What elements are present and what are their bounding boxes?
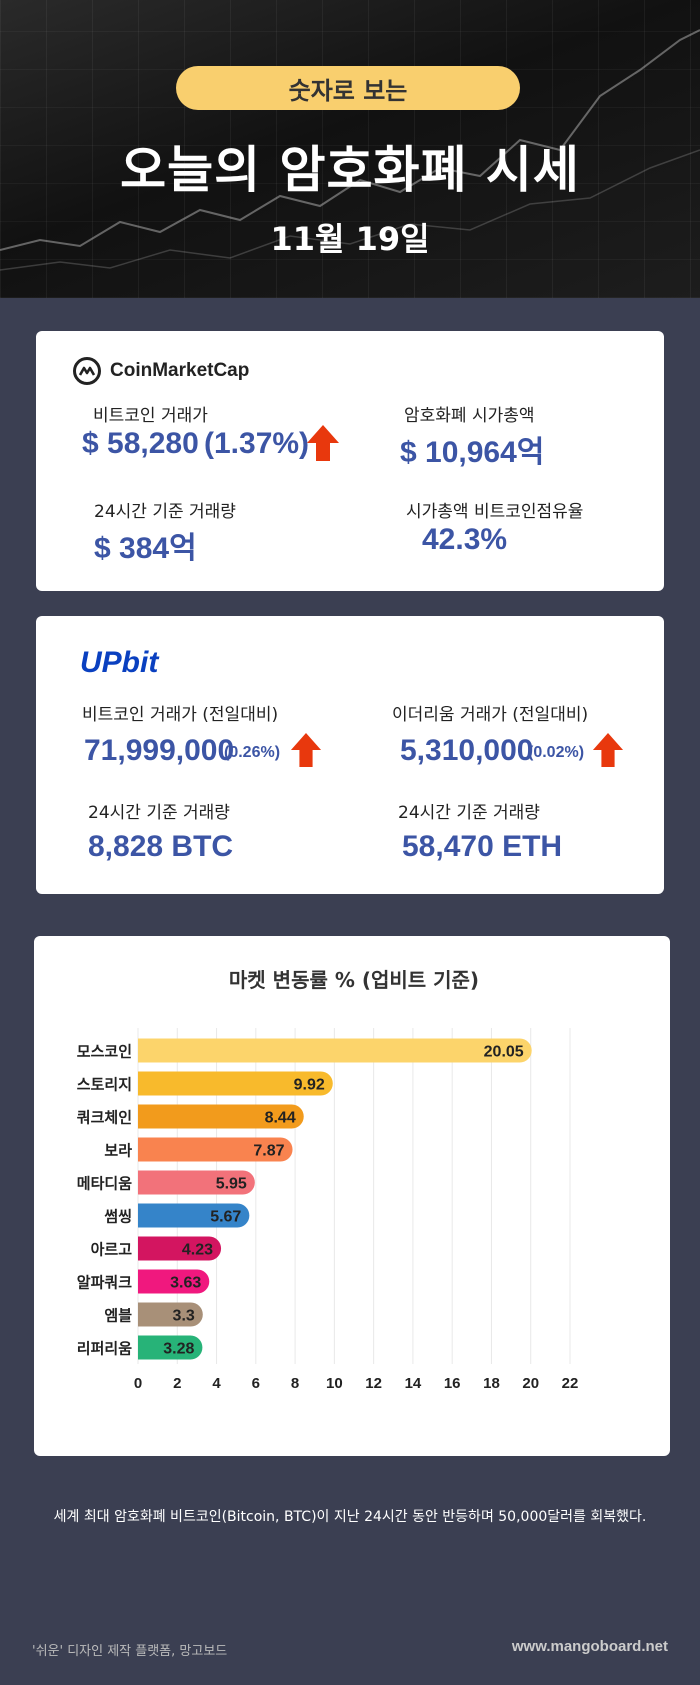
bar-0: [138, 1038, 532, 1063]
upbit-btc-price: 71,999,000: [84, 734, 235, 767]
category-label: 아르고: [91, 1241, 133, 1259]
value-label: 5.67: [210, 1209, 241, 1226]
x-tick-label: 2: [173, 1375, 181, 1392]
upbit-eth-volume-label: 24시간 기준 거래량: [398, 803, 540, 823]
bar-base-8: [138, 1302, 162, 1327]
category-label: 썸씽: [104, 1208, 132, 1226]
bar-3: [138, 1137, 293, 1162]
dominance-label: 시가총액 비트코인점유율: [406, 502, 584, 522]
value-label: 5.95: [216, 1176, 247, 1193]
x-tick-label: 8: [291, 1375, 299, 1392]
x-tick-label: 10: [326, 1375, 343, 1392]
bar-chart: 0 2 4 6 8 10 12 14 16 18 20 22 모스코인 20.05 스토리지 9.92 쿼크체인…: [77, 1028, 579, 1392]
volume-value: $ 384억: [94, 532, 197, 565]
mcap-value: $ 10,964억: [400, 436, 545, 469]
x-tick-label: 22: [562, 1375, 579, 1392]
upbit-btc-volume-value: 8,828 BTC: [88, 830, 234, 863]
category-label: 리퍼리움: [77, 1340, 132, 1358]
bar-base-6: [138, 1236, 162, 1261]
upbit-btc-volume-label: 24시간 기준 거래량: [88, 803, 230, 823]
value-label: 9.92: [294, 1077, 325, 1094]
category-label: 보라: [104, 1142, 132, 1160]
category-label: 모스코인: [77, 1043, 132, 1061]
dominance-value: 42.3%: [422, 523, 508, 556]
coinmarketcap-logo-text: CoinMarketCap: [110, 360, 250, 381]
value-label: 20.05: [484, 1044, 524, 1061]
upbit-btc-change: (0.26%): [224, 744, 281, 761]
bar-base-0: [138, 1038, 162, 1063]
bar-base-7: [138, 1269, 162, 1294]
arrow-up-icon: [592, 733, 624, 767]
bar-base-2: [138, 1104, 162, 1129]
x-tick-label: 12: [365, 1375, 382, 1392]
category-label: 메타디움: [77, 1175, 132, 1193]
btc-change-value: (1.37%): [204, 427, 310, 460]
arrow-up-icon: [307, 425, 339, 461]
bar-base-4: [138, 1170, 162, 1195]
mcap-label: 암호화폐 시가총액: [404, 406, 535, 426]
bar-5: [138, 1203, 250, 1228]
coinmarketcap-card: CoinMarketCap 비트코인 거래가 $ 58,280 (1.37%) …: [36, 331, 664, 591]
header-pill: 숫자로 보는: [176, 66, 520, 110]
btc-price-value: $ 58,280: [82, 427, 199, 460]
upbit-eth-volume-value: 58,470 ETH: [402, 830, 563, 863]
x-tick-label: 6: [252, 1375, 260, 1392]
bar-base-9: [138, 1335, 162, 1360]
hero-banner: 숫자로 보는 오늘의 암호화폐 시세 11월 19일: [0, 0, 700, 298]
chart-title: 마켓 변동률 % (업비트 기준): [228, 968, 480, 992]
x-tick-label: 0: [134, 1375, 142, 1392]
value-label: 3.63: [170, 1275, 201, 1292]
value-label: 4.23: [182, 1242, 213, 1259]
upbit-logo: UPbit: [80, 646, 159, 679]
x-tick-label: 18: [483, 1375, 500, 1392]
x-tick-label: 20: [522, 1375, 539, 1392]
coinmarketcap-icon: [73, 357, 101, 385]
value-label: 3.3: [173, 1308, 195, 1325]
category-label: 쿼크체인: [77, 1109, 132, 1127]
x-tick-label: 14: [405, 1375, 422, 1392]
bar-1: [138, 1071, 333, 1096]
page-title: 오늘의 암호화폐 시세: [120, 141, 580, 199]
x-tick-label: 16: [444, 1375, 461, 1392]
footer-note: 세계 최대 암호화폐 비트코인(Bitcoin, BTC)이 지난 24시간 동…: [53, 1509, 647, 1525]
stock-chart-background: [0, 29, 700, 271]
btc-price-label: 비트코인 거래가: [93, 406, 208, 426]
category-label: 스토리지: [77, 1076, 132, 1094]
value-label: 7.87: [253, 1143, 284, 1160]
upbit-eth-change: (0.02%): [528, 744, 585, 761]
page-date: 11월 19일: [270, 220, 430, 258]
upbit-eth-label: 이더리움 거래가 (전일대비): [392, 705, 589, 725]
bar-base-3: [138, 1137, 162, 1162]
upbit-card: UPbit 비트코인 거래가 (전일대비) 71,999,000 (0.26%)…: [36, 616, 664, 894]
footer-credit: '쉬운' 디자인 제작 플랫폼, 망고보드: [32, 1644, 228, 1659]
category-label: 엠블: [104, 1307, 132, 1325]
bar-base-1: [138, 1071, 162, 1096]
bar-base-5: [138, 1203, 162, 1228]
footer-site: www.mangoboard.net: [511, 1638, 668, 1655]
coinmarketcap-logo: CoinMarketCap: [72, 356, 249, 386]
category-label: 알파쿼크: [77, 1274, 132, 1292]
upbit-eth-price: 5,310,000: [400, 734, 534, 767]
market-change-chart-card: 마켓 변동률 % (업비트 기준) 0 2 4 6 8 10 12 14 16 18 20 22 모스코…: [34, 936, 670, 1456]
volume-label: 24시간 기준 거래량: [94, 502, 236, 522]
value-label: 3.28: [163, 1341, 194, 1358]
bar-4: [138, 1170, 255, 1195]
arrow-up-icon: [290, 733, 322, 767]
value-label: 8.44: [265, 1110, 296, 1127]
bar-2: [138, 1104, 304, 1129]
x-tick-label: 4: [212, 1375, 221, 1392]
upbit-btc-label: 비트코인 거래가 (전일대비): [82, 705, 279, 725]
